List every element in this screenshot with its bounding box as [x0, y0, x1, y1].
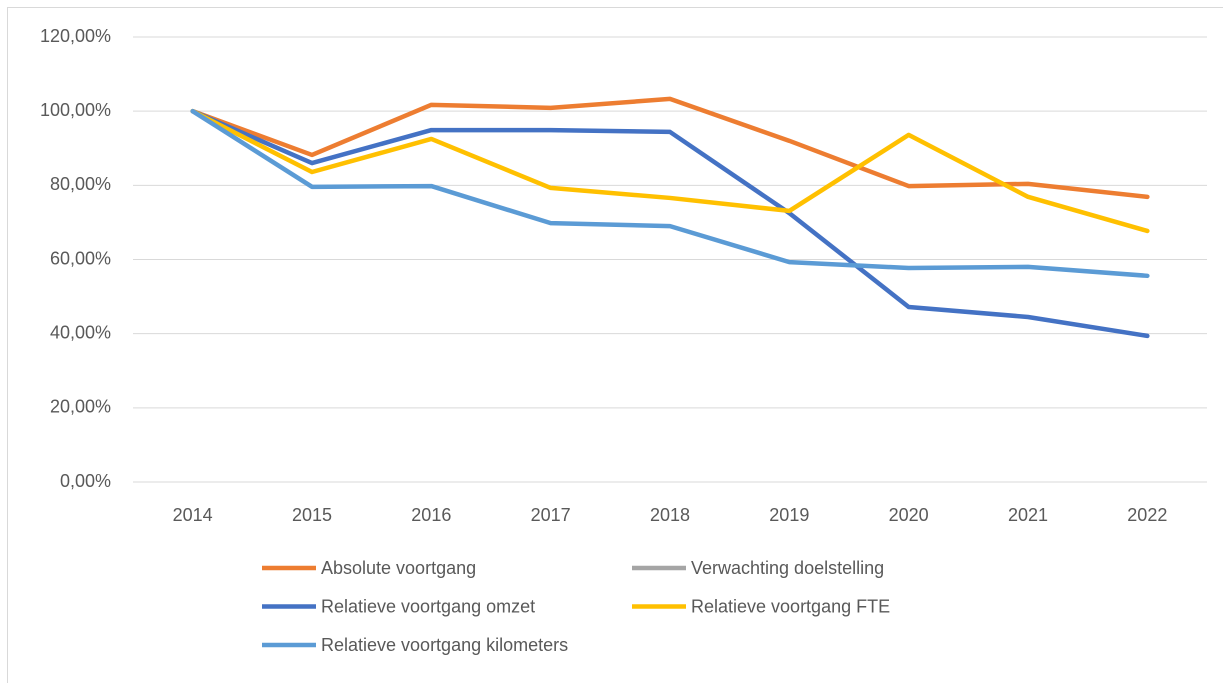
legend-label: Relatieve voortgang omzet [321, 596, 535, 616]
y-tick-label: 60,00% [50, 248, 111, 268]
x-tick-label: 2021 [1008, 505, 1048, 525]
series-line [190, 108, 1150, 339]
legend-label: Relatieve voortgang kilometers [321, 635, 568, 655]
chart-frame [7, 7, 1223, 683]
legend-label: Verwachting doelstelling [691, 558, 884, 578]
y-tick-label: 100,00% [40, 100, 111, 120]
series-line [190, 108, 1150, 234]
x-tick-label: 2018 [650, 505, 690, 525]
x-tick-label: 2020 [889, 505, 929, 525]
y-tick-label: 40,00% [50, 322, 111, 342]
legend-label: Absolute voortgang [321, 558, 476, 578]
legend-label: Relatieve voortgang FTE [691, 596, 890, 616]
x-tick-label: 2014 [173, 505, 213, 525]
x-tick-label: 2016 [411, 505, 451, 525]
y-tick-label: 20,00% [50, 397, 111, 417]
x-tick-label: 2022 [1127, 505, 1167, 525]
series-line [190, 108, 1150, 279]
y-tick-label: 80,00% [50, 174, 111, 194]
series-line [190, 96, 1150, 200]
y-tick-label: 0,00% [60, 471, 111, 491]
x-tick-label: 2015 [292, 505, 332, 525]
x-tick-label: 2019 [769, 505, 809, 525]
x-tick-label: 2017 [531, 505, 571, 525]
y-tick-label: 120,00% [40, 26, 111, 46]
